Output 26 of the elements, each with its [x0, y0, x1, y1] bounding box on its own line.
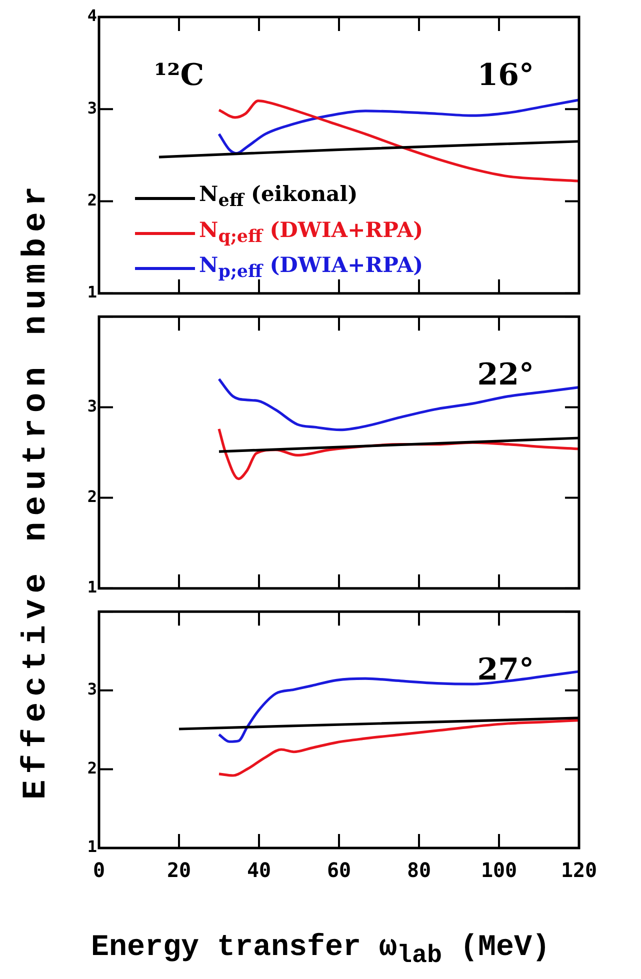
annotation: 22° [477, 357, 534, 392]
annotation: ¹²C [154, 58, 204, 93]
legend-label: N$_{q;eff}$ (DWIA+RPA) [199, 216, 424, 249]
y-tick-label: 2 [87, 758, 97, 778]
x-tick-label: 40 [246, 858, 272, 882]
annotation: 27° [477, 652, 534, 688]
legend-label: N$_{eff}$ (eikonal) [199, 180, 358, 214]
y-axis-title: Effective neutron number [18, 180, 54, 800]
annotation: 16° [477, 58, 534, 93]
y-tick-label: 3 [87, 396, 97, 416]
x-axis-title: Energy transfer ω$_{lab}$ (MeV) [90, 931, 552, 970]
x-tick-label: 80 [406, 858, 432, 882]
y-tick-label: 2 [87, 486, 97, 506]
x-tick-label: 20 [166, 858, 192, 882]
y-tick-label: 1 [87, 837, 97, 856]
legend-label: N$_{p;eff}$ (DWIA+RPA) [199, 250, 424, 284]
x-tick-label: 60 [326, 858, 352, 882]
x-tick-label: 0 [92, 858, 106, 882]
y-tick-label: 1 [87, 282, 97, 302]
y-tick-label: 1 [87, 578, 97, 597]
y-tick-label: 3 [87, 680, 97, 699]
x-tick-label: 120 [560, 858, 598, 882]
x-tick-label: 100 [480, 858, 518, 882]
y-tick-label: 2 [87, 190, 97, 210]
y-tick-label: 3 [87, 98, 97, 118]
y-tick-label: 4 [87, 6, 97, 26]
